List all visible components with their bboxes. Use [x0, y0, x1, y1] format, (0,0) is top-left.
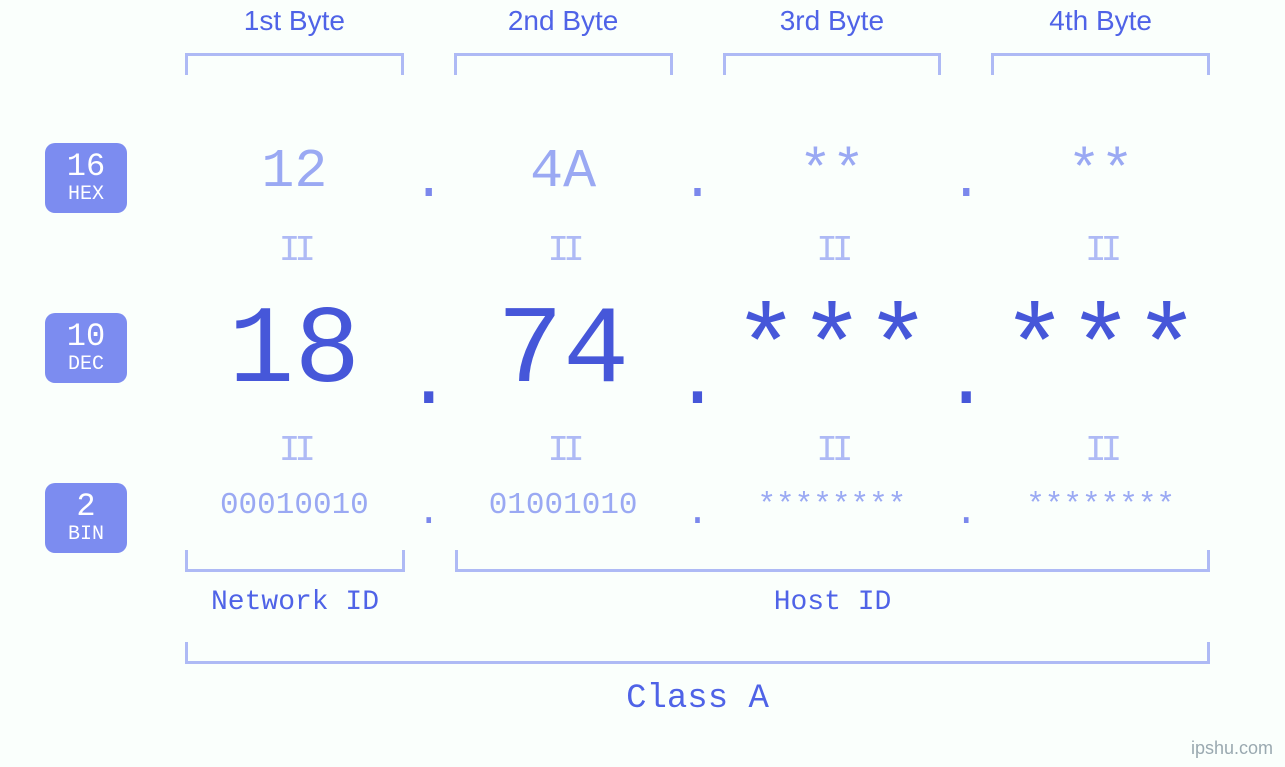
- equals-2-1: II: [160, 430, 429, 471]
- byte-headers-row: 1st Byte 2nd Byte 3rd Byte 4th Byte: [160, 5, 1235, 37]
- equals-1-2: II: [429, 230, 698, 271]
- badge-bin: 2 BIN: [45, 483, 127, 553]
- bin-byte-3: ********: [698, 488, 967, 523]
- id-brackets: [160, 550, 1235, 572]
- hex-byte-1: 12: [160, 140, 429, 203]
- bin-byte-4: ********: [966, 488, 1235, 523]
- bracket-class: [185, 642, 1210, 664]
- equals-1-1: II: [160, 230, 429, 271]
- ip-diagram: 1st Byte 2nd Byte 3rd Byte 4th Byte 16 H…: [0, 5, 1285, 767]
- dec-byte-2: 74: [429, 290, 698, 415]
- bracket-byte-1: [185, 53, 404, 75]
- badge-bin-label: BIN: [45, 525, 127, 545]
- bracket-byte-3: [723, 53, 942, 75]
- dec-byte-3: ***: [698, 290, 967, 415]
- hex-row: 12 . 4A . ** . **: [160, 140, 1235, 203]
- equals-2-4: II: [966, 430, 1235, 471]
- dec-byte-1: 18: [160, 290, 429, 415]
- badge-hex-label: HEX: [45, 185, 127, 205]
- badge-dec-num: 10: [45, 321, 127, 353]
- hex-byte-3: **: [698, 140, 967, 203]
- hex-byte-4: **: [966, 140, 1235, 203]
- dec-row: 18 . 74 . *** . ***: [160, 290, 1235, 415]
- badge-hex-num: 16: [45, 151, 127, 183]
- byte-header-3: 3rd Byte: [698, 5, 967, 37]
- byte-header-1: 1st Byte: [160, 5, 429, 37]
- byte-header-2: 2nd Byte: [429, 5, 698, 37]
- equals-row-2: II II II II: [160, 430, 1235, 471]
- badge-dec-label: DEC: [45, 355, 127, 375]
- byte-header-4: 4th Byte: [966, 5, 1235, 37]
- bin-row: 00010010 . 01001010 . ******** . *******…: [160, 483, 1235, 528]
- equals-2-3: II: [698, 430, 967, 471]
- bracket-network-id: [185, 550, 405, 572]
- equals-1-3: II: [698, 230, 967, 271]
- badge-bin-num: 2: [45, 491, 127, 523]
- watermark: ipshu.com: [1191, 738, 1273, 759]
- hex-byte-2: 4A: [429, 140, 698, 203]
- id-labels: Network ID Host ID: [160, 587, 1235, 617]
- class-label: Class A: [160, 680, 1235, 718]
- equals-2-2: II: [429, 430, 698, 471]
- dec-byte-4: ***: [966, 290, 1235, 415]
- bracket-byte-2: [454, 53, 673, 75]
- equals-row-1: II II II II: [160, 230, 1235, 271]
- badge-dec: 10 DEC: [45, 313, 127, 383]
- bracket-host-id: [455, 550, 1210, 572]
- equals-1-4: II: [966, 230, 1235, 271]
- top-brackets: [160, 53, 1235, 75]
- host-id-label: Host ID: [455, 587, 1210, 618]
- badge-hex: 16 HEX: [45, 143, 127, 213]
- bin-byte-1: 00010010: [160, 488, 429, 523]
- bracket-byte-4: [991, 53, 1210, 75]
- bin-byte-2: 01001010: [429, 488, 698, 523]
- network-id-label: Network ID: [185, 587, 405, 618]
